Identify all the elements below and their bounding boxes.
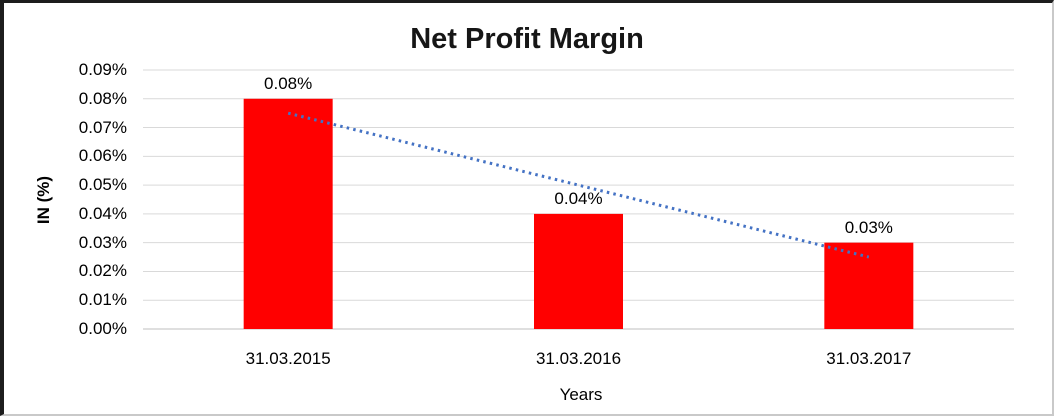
y-tick-label: 0.05% [78,175,127,195]
bar-31.03.2015 [243,98,333,330]
bar-data-label: 0.03% [844,217,893,237]
y-tick-label: 0.08% [78,88,127,108]
bar-data-label: 0.08% [264,73,313,93]
x-tick-label: 31.03.2016 [535,349,622,368]
bar-31.03.2016 [534,213,623,329]
x-tick-label: 31.03.2017 [826,349,912,368]
bar-31.03.2017 [824,242,914,329]
y-tick-label: 0.04% [78,203,127,223]
y-tick-label: 0.03% [78,232,127,252]
x-tick-label: 31.03.2015 [245,349,331,368]
x-axis-title: Years [559,385,603,404]
y-tick-label: 0.07% [78,117,127,137]
y-tick-label: 0.02% [78,261,127,281]
y-tick-label: 0.06% [78,146,127,166]
chart-title: Net Profit Margin [410,23,644,55]
bar-data-label: 0.04% [554,188,603,208]
y-tick-label: 0.00% [78,319,127,338]
y-tick-label: 0.01% [78,290,127,310]
y-tick-label: 0.09% [78,60,127,79]
